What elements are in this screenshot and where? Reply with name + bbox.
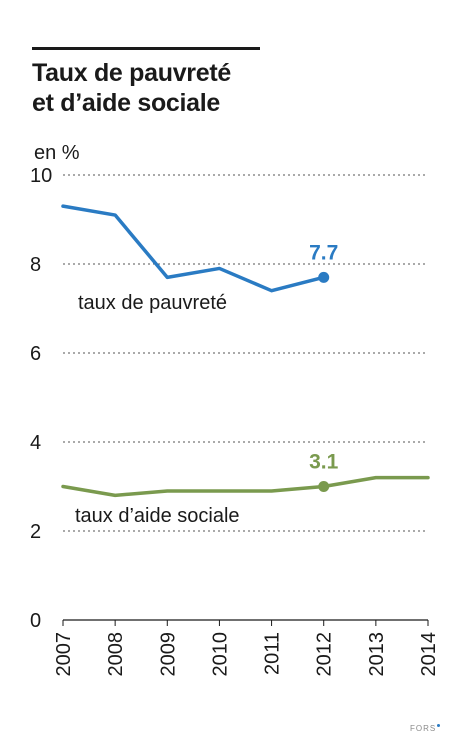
highlight-marker-1 [318,481,330,492]
series-line-0 [61,204,326,293]
source-credit-text: FORS [410,724,437,733]
series-label-0: taux de pauvreté [78,292,227,314]
x-tick-label-2010: 2010 [209,632,231,677]
x-tick-label-2009: 2009 [157,632,179,677]
x-tick-label-2014: 2014 [418,632,440,677]
chart-title: Taux de pauvreté et d’aide sociale [32,58,432,118]
y-tick-label-4: 4 [30,432,41,454]
x-tick-label-2007: 2007 [53,632,75,677]
y-tick-label-6: 6 [30,343,41,365]
x-tick-label-2011: 2011 [262,632,284,675]
series-label-1: taux d’aide sociale [75,505,240,527]
credit-dot-icon [437,724,441,727]
x-tick-label-2013: 2013 [366,632,388,677]
y-axis-unit-label: en % [34,142,80,164]
highlight-label-1: 3.1 [309,451,339,474]
y-tick-label-0: 0 [30,610,41,632]
x-tick-label-2012: 2012 [314,632,336,677]
x-tick-label-2008: 2008 [105,632,127,677]
title-line-1: Taux de pauvreté [32,59,231,87]
source-credit: FORS [410,724,441,733]
y-tick-label-8: 8 [30,254,41,276]
title-rule [32,47,260,50]
y-tick-label-10: 10 [30,165,52,187]
series-line-1 [61,475,430,498]
title-line-2: et d’aide sociale [32,89,221,117]
y-tick-label-2: 2 [30,521,41,543]
highlight-marker-0 [318,271,330,283]
highlight-label-0: 7.7 [309,241,338,264]
